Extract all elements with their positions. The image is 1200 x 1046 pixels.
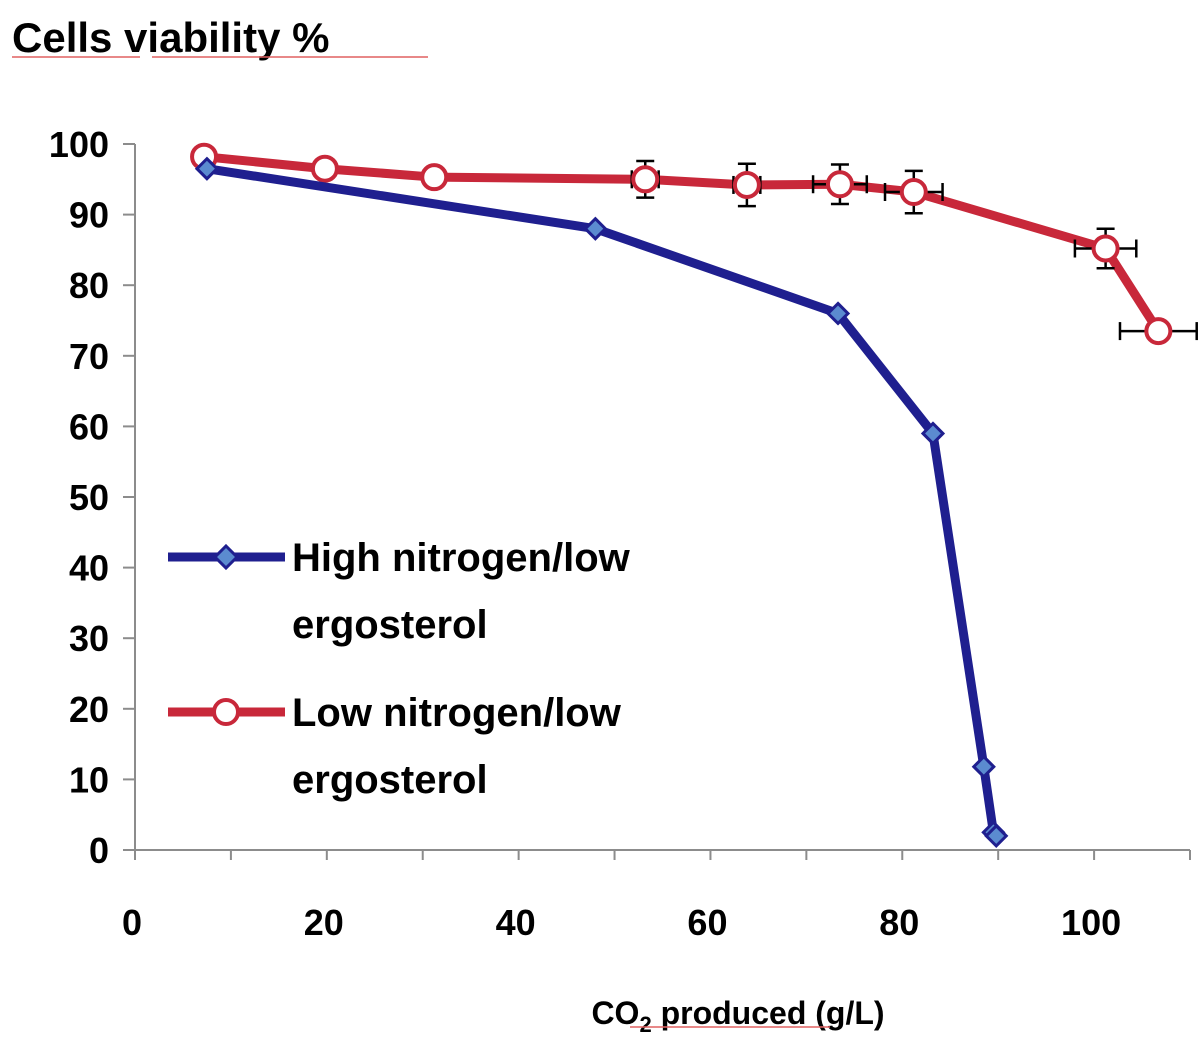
data-point-low-nitrogen xyxy=(631,165,660,194)
data-point-low-nitrogen xyxy=(1144,317,1173,346)
x-tick-label: 0 xyxy=(122,902,142,943)
y-tick-label: 50 xyxy=(69,477,109,518)
y-tick-label: 100 xyxy=(49,124,109,165)
y-tick-label: 60 xyxy=(69,406,109,447)
data-point-low-nitrogen xyxy=(732,170,761,199)
data-point-low-nitrogen xyxy=(825,170,854,199)
x-tick-label: 100 xyxy=(1061,902,1121,943)
data-point-low-nitrogen xyxy=(420,163,449,192)
data-point-high-nitrogen xyxy=(920,421,946,446)
chart-title: Cells viability % xyxy=(12,14,329,61)
x-axis-label-suffix: produced (g/L) xyxy=(652,995,885,1031)
y-axis-ticks: 0 10 20 30 40 50 60 70 80 90 100 xyxy=(49,124,135,871)
x-tick-label: 40 xyxy=(496,902,536,943)
legend-swatch-marker xyxy=(212,543,240,571)
legend-label-line: High nitrogen/low xyxy=(292,536,631,580)
series-line-high-nitrogen xyxy=(202,164,1001,841)
x-axis-ticks: 0 20 40 60 80 100 xyxy=(122,850,1191,943)
x-tick-label: 20 xyxy=(304,902,344,943)
series-low-nitrogen xyxy=(190,142,1198,346)
x-tick-label: 60 xyxy=(687,902,727,943)
x-axis-label-prefix: CO xyxy=(591,995,639,1031)
series-line-low-nitrogen xyxy=(199,152,1163,336)
legend-item-high-nitrogen: High nitrogen/low ergosterol xyxy=(168,536,631,647)
data-point-high-nitrogen xyxy=(971,754,996,779)
data-point-high-nitrogen xyxy=(984,823,1009,849)
data-point-high-nitrogen xyxy=(194,156,220,181)
y-tick-label: 0 xyxy=(89,830,109,871)
y-tick-label: 10 xyxy=(69,759,109,800)
legend-swatch-marker xyxy=(212,698,240,726)
y-tick-label: 40 xyxy=(69,548,109,589)
legend-label-line: Low nitrogen/low xyxy=(292,691,622,735)
y-tick-label: 20 xyxy=(69,689,109,730)
data-point-low-nitrogen xyxy=(310,154,339,183)
x-axis-label: CO2 produced (g/L) xyxy=(591,995,884,1037)
y-tick-label: 80 xyxy=(69,265,109,306)
legend-label-line: ergosterol xyxy=(292,758,488,802)
data-point-high-nitrogen xyxy=(583,216,608,241)
data-point-high-nitrogen xyxy=(825,301,851,326)
data-point-low-nitrogen xyxy=(1091,234,1120,263)
x-axis-label-subscript: 2 xyxy=(639,1012,651,1037)
data-point-low-nitrogen xyxy=(899,178,928,207)
x-tick-label: 80 xyxy=(879,902,919,943)
legend-item-low-nitrogen: Low nitrogen/low ergosterol xyxy=(168,691,622,802)
y-tick-label: 30 xyxy=(69,618,109,659)
y-tick-label: 90 xyxy=(69,195,109,236)
y-tick-label: 70 xyxy=(69,336,109,377)
plot-area xyxy=(190,142,1198,849)
series-high-nitrogen xyxy=(194,156,1009,849)
legend-label-line: ergosterol xyxy=(292,603,488,647)
